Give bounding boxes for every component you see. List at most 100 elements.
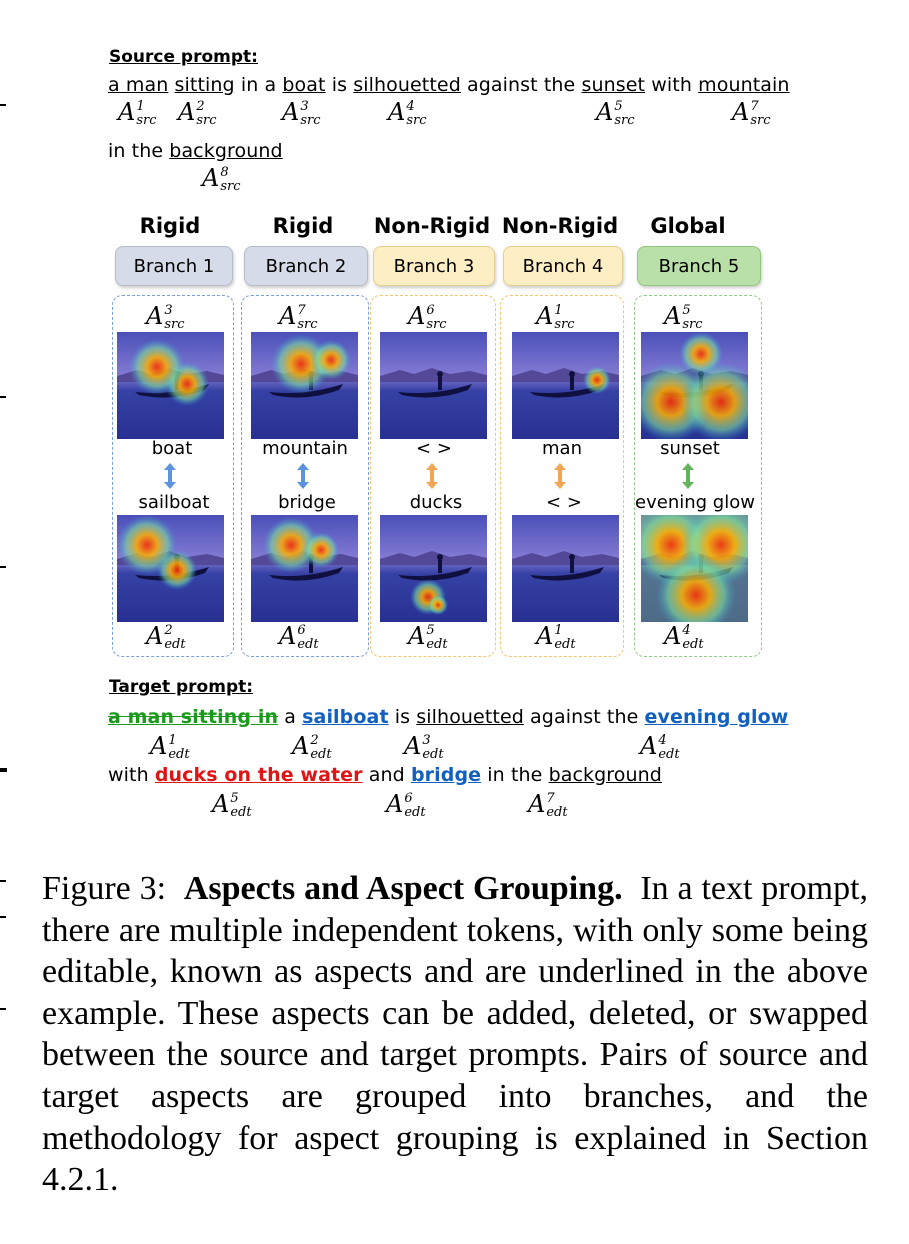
source-aspect-label: A 7 src	[732, 100, 771, 127]
source-prompt-segment: in the	[108, 140, 170, 162]
aspect-symbol: A	[408, 622, 426, 651]
aspect-index: 5	[682, 303, 691, 318]
aspect-index: 4	[658, 733, 667, 748]
target-attention-map	[641, 515, 748, 622]
aspect-index: 4	[406, 99, 415, 114]
source-attention-map	[512, 332, 619, 439]
aspect-index: 7	[750, 99, 759, 114]
target-prompt-line-1: a man sitting in a sailboat is silhouett…	[108, 706, 788, 728]
branch-target-aspect: A 2 edt	[146, 624, 186, 651]
aspect-index: 8	[220, 165, 229, 180]
aspect-subscript: edt	[554, 636, 576, 652]
aspect-subscript: edt	[404, 804, 426, 820]
aspect-symbol: A	[282, 98, 300, 127]
source-attention-map	[641, 332, 748, 439]
aspect-subscript: edt	[310, 746, 332, 762]
aspect-symbol: A	[536, 622, 554, 651]
source-aspect-label: A 8 src	[202, 166, 241, 193]
aspect-symbol: A	[202, 164, 220, 193]
target-prompt-segment: a man sitting in	[108, 706, 279, 728]
aspect-index: 5	[614, 99, 623, 114]
branch-source-aspect: A 5 src	[664, 304, 703, 331]
source-prompt-segment: is	[325, 74, 354, 96]
source-prompt-segment: boat	[282, 74, 326, 96]
branch-source-aspect: A 1 src	[536, 304, 575, 331]
branch-2-label: Branch 2	[244, 246, 368, 286]
target-aspect-label: A 6 edt	[386, 792, 426, 819]
source-aspect-label: A 5 src	[596, 100, 635, 127]
branch-4-container	[500, 295, 624, 657]
swap-arrow-icon	[425, 463, 439, 489]
aspect-subscript: src	[614, 112, 635, 128]
caption-body: In a text prompt, there are multiple ind…	[42, 870, 869, 1199]
source-prompt-segment: a man	[108, 74, 169, 96]
target-prompt-segment: bridge	[410, 764, 482, 786]
target-prompt-segment: against the	[523, 706, 645, 728]
aspect-index: 3	[300, 99, 309, 114]
figure-caption: Figure 3: Aspects and Aspect Grouping. I…	[42, 868, 868, 1201]
aspect-subscript: edt	[658, 746, 680, 762]
aspect-subscript: src	[426, 316, 447, 332]
branch-5-container	[634, 295, 762, 657]
aspect-subscript: edt	[168, 746, 190, 762]
source-token: man	[542, 438, 582, 459]
aspect-subscript: src	[136, 112, 157, 128]
aspect-subscript: edt	[682, 636, 704, 652]
aspect-subscript: edt	[422, 746, 444, 762]
aspect-subscript: src	[406, 112, 427, 128]
aspect-symbol: A	[279, 622, 297, 651]
aspect-symbol: A	[146, 622, 164, 651]
branch-source-aspect: A 6 src	[408, 304, 447, 331]
swap-arrow-icon	[163, 463, 177, 489]
source-token: < >	[416, 438, 452, 459]
source-prompt-line-1: a man sitting in a boat is silhouetted a…	[108, 74, 790, 96]
aspect-subscript: src	[300, 112, 321, 128]
source-token: mountain	[262, 438, 348, 459]
target-token: bridge	[278, 492, 336, 513]
margin-tick	[0, 768, 7, 772]
aspect-symbol: A	[146, 302, 164, 331]
aspect-subscript: edt	[546, 804, 568, 820]
target-prompt-segment: with	[108, 764, 155, 786]
aspect-index: 6	[426, 303, 435, 318]
aspect-subscript: edt	[164, 636, 186, 652]
source-aspect-label: A 4 src	[388, 100, 427, 127]
aspect-symbol: A	[596, 98, 614, 127]
aspect-symbol: A	[388, 98, 406, 127]
target-prompt-segment: and	[362, 764, 411, 786]
target-aspect-label: A 4 edt	[640, 734, 680, 761]
branch-5-label: Branch 5	[637, 246, 761, 286]
source-prompt-segment: silhouetted	[353, 74, 461, 96]
source-prompt-segment: in a	[234, 74, 283, 96]
target-attention-map	[117, 515, 224, 622]
aspect-symbol: A	[664, 302, 682, 331]
aspect-index: 4	[682, 623, 691, 638]
target-aspect-label: A 1 edt	[150, 734, 190, 761]
aspect-index: 7	[297, 303, 306, 318]
target-attention-map	[380, 515, 487, 622]
aspect-symbol: A	[279, 302, 297, 331]
swap-arrow-icon	[296, 463, 310, 489]
source-prompt-segment: mountain	[698, 74, 790, 96]
source-aspect-label: A 3 src	[282, 100, 321, 127]
source-aspect-label: A 1 src	[118, 100, 157, 127]
aspect-symbol: A	[732, 98, 750, 127]
target-prompt-segment: ducks on the water	[154, 764, 363, 786]
aspect-symbol: A	[408, 302, 426, 331]
target-prompt-segment: silhouetted	[416, 706, 524, 728]
target-prompt-segment: a	[278, 706, 303, 728]
aspect-symbol: A	[536, 302, 554, 331]
aspect-symbol: A	[150, 732, 168, 761]
aspect-symbol: A	[664, 622, 682, 651]
target-token: evening glow	[635, 492, 755, 513]
aspect-index: 5	[426, 623, 435, 638]
aspect-symbol: A	[386, 790, 404, 819]
target-aspect-label: A 3 edt	[404, 734, 444, 761]
aspect-index: 6	[297, 623, 306, 638]
source-prompt-segment: sunset	[581, 74, 646, 96]
branch-target-aspect: A 1 edt	[536, 624, 576, 651]
caption-title: Aspects and Aspect Grouping.	[183, 870, 623, 907]
aspect-index: 1	[554, 623, 563, 638]
source-prompt-segment: sitting	[174, 74, 235, 96]
aspect-index: 2	[164, 623, 173, 638]
